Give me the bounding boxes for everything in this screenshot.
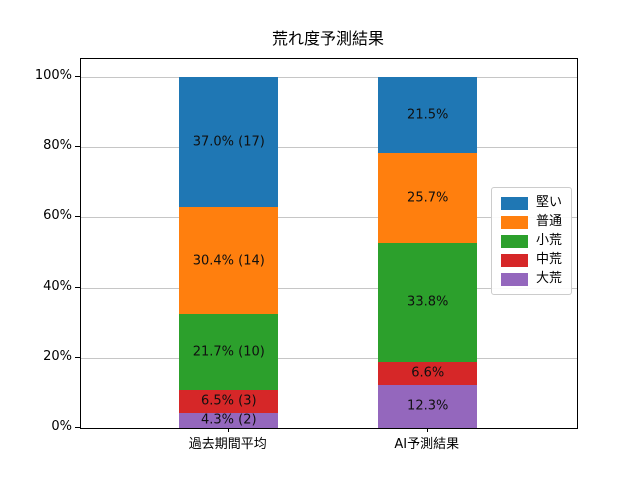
x-tick-mark — [227, 428, 229, 432]
gridline — [81, 76, 577, 78]
y-tick-label: 40% — [43, 278, 72, 294]
bar-segment-中荒 — [378, 361, 478, 385]
bar-segment-label: 6.6% — [411, 365, 445, 381]
bar-segment-大荒 — [179, 412, 279, 428]
chart-title: 荒れ度予測結果 — [271, 29, 384, 48]
y-tick-mark — [75, 75, 80, 77]
legend-label: 大荒 — [536, 271, 563, 286]
bar-segment-大荒 — [378, 384, 478, 428]
legend-item: 堅い — [501, 195, 562, 211]
y-tick-mark — [75, 356, 80, 358]
bar-segment-label: 21.7% (10) — [192, 344, 265, 360]
bar-segment-label: 21.5% — [407, 107, 449, 123]
y-tick-mark — [75, 286, 80, 288]
gridline — [81, 287, 577, 289]
bar-segment-普通 — [179, 207, 279, 314]
bar-segment-label: 33.8% — [407, 294, 449, 310]
legend-swatch — [501, 234, 528, 248]
y-tick-mark — [75, 427, 80, 428]
legend-item: 大荒 — [501, 271, 562, 287]
x-axis-label: 過去期間平均 — [188, 437, 267, 452]
y-tick-label: 20% — [43, 348, 72, 364]
legend-swatch — [501, 253, 528, 267]
y-tick-mark — [75, 216, 80, 218]
x-tick-mark — [426, 428, 428, 432]
bar-segment-小荒 — [378, 242, 478, 362]
gridline — [81, 217, 577, 219]
x-axis-label: AI予測結果 — [394, 437, 460, 452]
legend-item: 中荒 — [501, 252, 562, 268]
gridline — [81, 147, 577, 149]
gridline — [81, 357, 577, 359]
legend-item: 小荒 — [501, 233, 562, 249]
y-tick-label: 80% — [43, 138, 72, 154]
bar-segment-label: 6.5% (3) — [201, 393, 257, 409]
legend-label: 普通 — [536, 214, 563, 229]
legend-label: 堅い — [536, 195, 563, 210]
legend-swatch — [501, 196, 528, 210]
bar-segment-label: 30.4% (14) — [192, 253, 265, 269]
y-tick-label: 0% — [51, 419, 72, 434]
legend-label: 小荒 — [536, 233, 563, 248]
legend-label: 中荒 — [536, 252, 563, 267]
bar-segment-label: 25.7% — [407, 190, 449, 206]
bar-segment-中荒 — [179, 390, 279, 413]
bar-segment-小荒 — [179, 313, 279, 391]
y-tick-mark — [75, 146, 80, 148]
legend-swatch — [501, 272, 528, 286]
y-tick-label: 100% — [34, 67, 72, 83]
y-tick-label: 60% — [43, 208, 72, 224]
bar-segment-label: 37.0% (17) — [192, 134, 265, 150]
bar-segment-堅い — [179, 77, 279, 208]
legend: 堅い普通小荒中荒大荒 — [491, 187, 573, 295]
legend-item: 普通 — [501, 214, 562, 230]
bar-segment-堅い — [378, 77, 478, 153]
bar-segment-label: 4.3% (2) — [201, 412, 257, 428]
legend-swatch — [501, 215, 528, 229]
bar-segment-普通 — [378, 152, 478, 243]
bar-segment-label: 12.3% — [407, 398, 449, 414]
